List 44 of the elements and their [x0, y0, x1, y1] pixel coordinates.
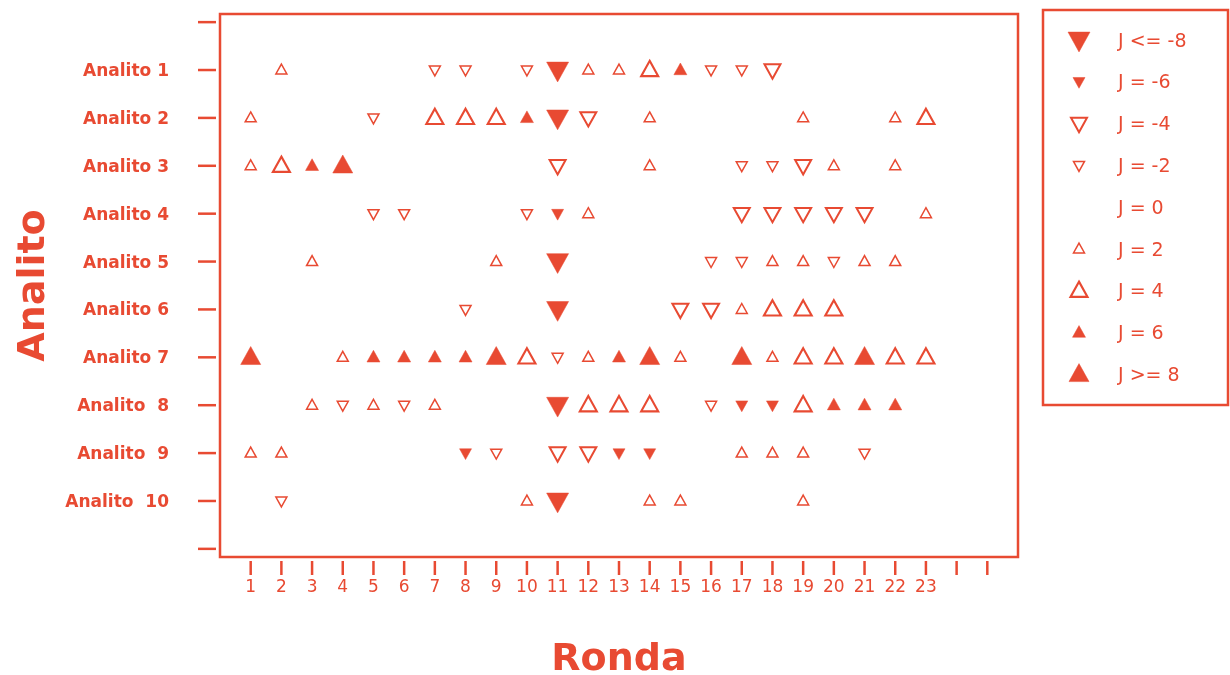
x-tick-label: 17	[730, 576, 753, 596]
legend-label: J = 4	[1117, 279, 1164, 302]
legend-label: J = 0	[1117, 195, 1164, 218]
y-tick-label: Analito 2	[83, 107, 169, 128]
x-tick-label: 14	[638, 576, 661, 596]
y-axis-title: Analito	[9, 209, 53, 362]
legend-label: J = -2	[1117, 154, 1171, 177]
x-tick-label: 16	[700, 576, 722, 596]
y-tick-label: Analito 1	[83, 59, 169, 80]
x-tick-label: 12	[577, 576, 600, 596]
x-tick-label: 20	[823, 576, 845, 596]
x-tick-label: 19	[792, 576, 814, 596]
y-tick-label: Analito 10	[65, 490, 170, 511]
x-tick-label: 22	[884, 576, 907, 596]
x-tick-label: 18	[761, 576, 784, 596]
x-tick-label: 9	[490, 576, 502, 596]
y-tick-label: Analito 4	[83, 203, 170, 224]
y-tick-label: Analito 6	[83, 299, 169, 320]
x-axis-title: Ronda	[551, 635, 687, 675]
x-tick-label: 2	[275, 576, 287, 596]
x-tick-label: 13	[608, 576, 630, 596]
x-tick-label: 21	[853, 576, 876, 596]
legend-label: J = 6	[1117, 321, 1164, 344]
y-tick-label: Analito 9	[77, 443, 169, 464]
x-tick-label: 15	[669, 576, 692, 596]
x-tick-label: 10	[516, 576, 538, 596]
x-tick-label: 8	[460, 576, 471, 596]
x-tick-label: 11	[546, 576, 569, 596]
legend-label: J = 2	[1117, 237, 1164, 260]
legend-label: J = -4	[1117, 112, 1171, 135]
x-tick-label: 23	[915, 576, 937, 596]
y-tick-label: Analito 5	[83, 251, 169, 272]
x-tick-label: 3	[306, 576, 318, 596]
x-tick-label: 4	[337, 576, 349, 596]
x-tick-label: 1	[245, 576, 257, 596]
x-tick-label: 7	[429, 576, 441, 596]
x-tick-label: 6	[398, 576, 410, 596]
legend-label: J >= 8	[1117, 363, 1180, 386]
x-tick-label: 5	[368, 576, 379, 596]
y-tick-label: Analito 7	[83, 347, 169, 368]
y-tick-label: Analito 8	[77, 395, 169, 416]
y-tick-label: Analito 3	[83, 155, 169, 176]
legend-label: J <= -8	[1117, 28, 1187, 51]
legend-label: J = -6	[1117, 70, 1171, 93]
